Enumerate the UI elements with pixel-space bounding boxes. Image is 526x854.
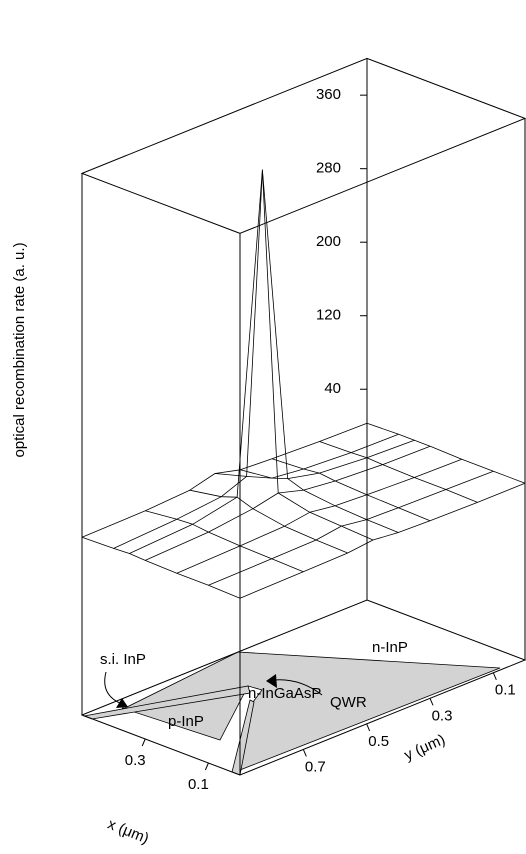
- x-tick: [204, 762, 209, 771]
- arrow: [273, 679, 323, 696]
- floor-regions: [82, 651, 501, 776]
- y-tick-label: 0.5: [368, 733, 389, 750]
- annotation: QWR: [330, 694, 367, 711]
- surface-line: [145, 510, 304, 573]
- z-tick-label: 280: [316, 160, 341, 177]
- arrowhead: [266, 674, 277, 688]
- arrow: [104, 671, 123, 705]
- surface-line: [81, 422, 368, 538]
- z-tick-label: 200: [316, 233, 341, 250]
- y-tick: [429, 698, 434, 706]
- y-tick: [492, 672, 497, 680]
- surface-line: [239, 482, 526, 599]
- surface-line: [240, 469, 399, 533]
- surface-line: [366, 422, 526, 484]
- z-tick-label: 120: [316, 307, 341, 324]
- y-axis-label: y (μm): [402, 731, 448, 764]
- y-tick-label: 0.1: [495, 682, 516, 699]
- surface-line: [129, 169, 415, 554]
- box-top: [80, 57, 526, 234]
- surface-line: [81, 536, 241, 599]
- y-tick-label: 0.7: [305, 758, 326, 775]
- ingaasp-region: [121, 651, 501, 771]
- annotation: n-InP: [372, 639, 408, 656]
- annotation: s.i. InP: [100, 651, 146, 668]
- x-tick: [141, 738, 146, 747]
- surface-line: [113, 433, 399, 549]
- y-tick: [302, 749, 307, 757]
- surface-line: [271, 458, 431, 522]
- annotation: n-InGaAsP: [248, 685, 321, 702]
- surface-line: [145, 445, 431, 561]
- x-tick-label: 0.3: [125, 752, 146, 769]
- surface-line: [189, 489, 348, 554]
- z-tick-label: 360: [316, 86, 341, 103]
- z-tick-label: 40: [324, 380, 341, 397]
- surface-line: [214, 169, 374, 541]
- surface-line: [208, 470, 494, 586]
- z-axis-label: optical recombination rate (a. u.): [11, 242, 28, 457]
- arrowhead: [116, 698, 128, 708]
- y-tick-label: 0.3: [432, 707, 453, 724]
- surface-line: [176, 458, 462, 574]
- surface-line: [319, 441, 478, 503]
- x-tick-label: 0.1: [188, 776, 209, 793]
- y-tick: [366, 723, 371, 732]
- annotation: p-InP: [168, 713, 204, 730]
- x-axis-label: x (μm): [105, 816, 151, 848]
